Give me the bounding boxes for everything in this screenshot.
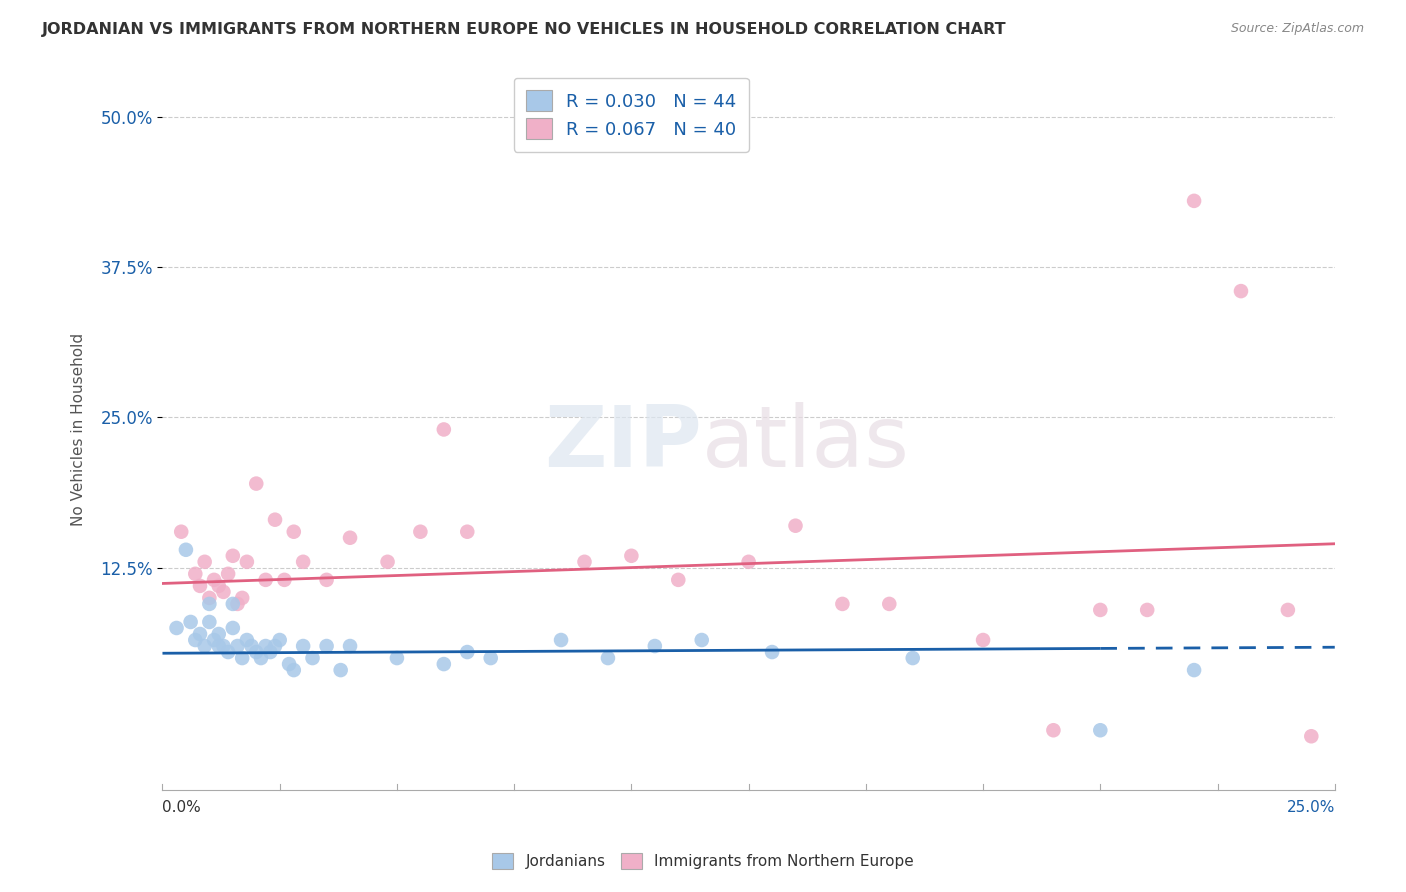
Point	[433, 422, 456, 436]
Point	[198, 615, 221, 629]
Point	[339, 531, 361, 545]
Point	[596, 651, 619, 665]
Point	[231, 591, 253, 605]
Point	[1301, 729, 1323, 743]
Point	[737, 555, 759, 569]
Point	[377, 555, 399, 569]
Point	[236, 633, 259, 648]
Point	[690, 633, 713, 648]
Point	[479, 651, 502, 665]
Point	[1230, 284, 1253, 298]
Point	[283, 524, 305, 539]
Point	[208, 639, 231, 653]
Legend: R = 0.030   N = 44, R = 0.067   N = 40: R = 0.030 N = 44, R = 0.067 N = 40	[513, 78, 749, 152]
Point	[456, 524, 478, 539]
Point	[620, 549, 643, 563]
Point	[170, 524, 193, 539]
Point	[231, 651, 253, 665]
Point	[212, 639, 235, 653]
Point	[1277, 603, 1299, 617]
Point	[761, 645, 783, 659]
Point	[550, 633, 572, 648]
Point	[264, 639, 287, 653]
Point	[202, 573, 225, 587]
Point	[1136, 603, 1159, 617]
Point	[212, 585, 235, 599]
Point	[292, 639, 315, 653]
Point	[273, 573, 295, 587]
Point	[283, 663, 305, 677]
Point	[1090, 723, 1112, 738]
Point	[329, 663, 352, 677]
Point	[166, 621, 188, 635]
Point	[180, 615, 202, 629]
Point	[226, 639, 249, 653]
Point	[901, 651, 924, 665]
Point	[409, 524, 432, 539]
Text: Source: ZipAtlas.com: Source: ZipAtlas.com	[1230, 22, 1364, 36]
Point	[1182, 663, 1205, 677]
Point	[188, 627, 211, 641]
Point	[264, 513, 287, 527]
Point	[972, 633, 994, 648]
Text: 25.0%: 25.0%	[1286, 800, 1334, 815]
Point	[174, 542, 197, 557]
Point	[456, 645, 478, 659]
Point	[184, 566, 207, 581]
Point	[202, 633, 225, 648]
Point	[254, 573, 277, 587]
Point	[245, 645, 267, 659]
Point	[217, 566, 239, 581]
Point	[315, 639, 337, 653]
Point	[222, 621, 245, 635]
Text: JORDANIAN VS IMMIGRANTS FROM NORTHERN EUROPE NO VEHICLES IN HOUSEHOLD CORRELATIO: JORDANIAN VS IMMIGRANTS FROM NORTHERN EU…	[42, 22, 1007, 37]
Point	[226, 597, 249, 611]
Text: 0.0%: 0.0%	[163, 800, 201, 815]
Point	[259, 645, 281, 659]
Point	[831, 597, 853, 611]
Point	[254, 639, 277, 653]
Point	[194, 639, 217, 653]
Point	[385, 651, 408, 665]
Text: ZIP: ZIP	[544, 402, 702, 485]
Point	[217, 645, 239, 659]
Point	[339, 639, 361, 653]
Point	[240, 639, 263, 653]
Legend: Jordanians, Immigrants from Northern Europe: Jordanians, Immigrants from Northern Eur…	[485, 847, 921, 875]
Point	[301, 651, 323, 665]
Point	[785, 518, 807, 533]
Point	[198, 591, 221, 605]
Point	[198, 597, 221, 611]
Point	[292, 555, 315, 569]
Point	[208, 627, 231, 641]
Point	[644, 639, 666, 653]
Point	[1182, 194, 1205, 208]
Point	[1042, 723, 1064, 738]
Point	[208, 579, 231, 593]
Point	[269, 633, 291, 648]
Point	[666, 573, 689, 587]
Point	[194, 555, 217, 569]
Point	[877, 597, 900, 611]
Point	[222, 597, 245, 611]
Point	[1090, 603, 1112, 617]
Text: atlas: atlas	[702, 402, 910, 485]
Point	[433, 657, 456, 671]
Point	[236, 555, 259, 569]
Point	[315, 573, 337, 587]
Point	[250, 651, 273, 665]
Point	[245, 476, 267, 491]
Point	[278, 657, 301, 671]
Point	[188, 579, 211, 593]
Point	[574, 555, 596, 569]
Y-axis label: No Vehicles in Household: No Vehicles in Household	[72, 333, 86, 526]
Point	[184, 633, 207, 648]
Point	[222, 549, 245, 563]
